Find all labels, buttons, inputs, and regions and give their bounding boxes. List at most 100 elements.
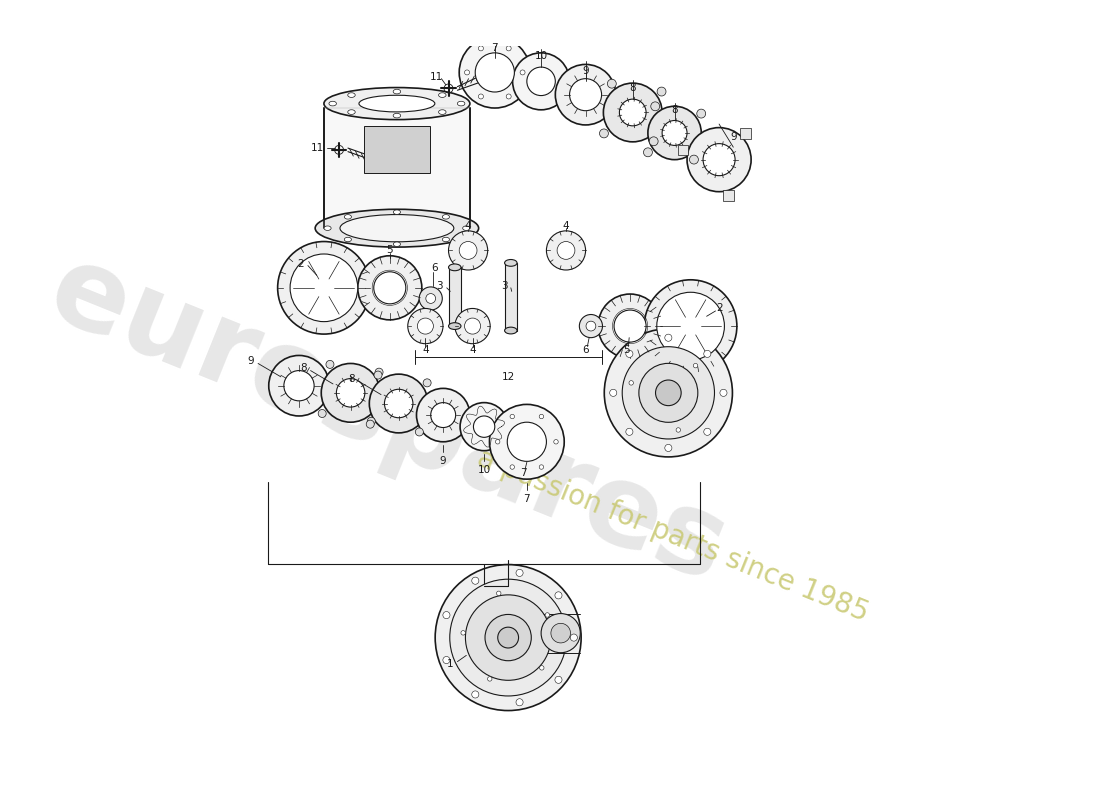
Circle shape — [419, 287, 442, 310]
Text: 3: 3 — [437, 281, 443, 291]
Circle shape — [688, 128, 751, 192]
Circle shape — [374, 272, 406, 304]
Text: 3: 3 — [502, 281, 508, 291]
Circle shape — [472, 691, 478, 698]
Circle shape — [609, 390, 617, 396]
Ellipse shape — [359, 95, 434, 112]
Ellipse shape — [348, 93, 355, 98]
Circle shape — [719, 390, 727, 396]
Ellipse shape — [394, 242, 400, 246]
Circle shape — [384, 390, 412, 418]
Circle shape — [461, 630, 465, 635]
Text: 2: 2 — [716, 303, 723, 314]
Circle shape — [374, 371, 382, 379]
Circle shape — [510, 465, 515, 470]
Circle shape — [426, 294, 436, 303]
Circle shape — [539, 465, 543, 470]
Circle shape — [326, 360, 334, 368]
Circle shape — [570, 78, 602, 110]
Circle shape — [455, 309, 491, 344]
Circle shape — [506, 46, 512, 51]
Text: 11: 11 — [310, 143, 323, 153]
Circle shape — [527, 67, 556, 95]
Circle shape — [473, 416, 495, 438]
Circle shape — [416, 428, 424, 436]
Circle shape — [450, 579, 566, 696]
Bar — [678, 145, 689, 155]
Circle shape — [459, 37, 530, 108]
Circle shape — [375, 368, 383, 376]
Circle shape — [554, 676, 562, 683]
Ellipse shape — [393, 114, 400, 118]
Circle shape — [586, 321, 596, 331]
Circle shape — [553, 439, 558, 444]
Circle shape — [664, 444, 672, 451]
Circle shape — [626, 350, 632, 358]
Circle shape — [516, 698, 524, 706]
Bar — [449, 267, 461, 326]
Circle shape — [464, 70, 470, 75]
Circle shape — [598, 294, 662, 358]
Ellipse shape — [344, 238, 351, 242]
Text: 9: 9 — [440, 456, 447, 466]
Circle shape — [337, 378, 365, 407]
Ellipse shape — [324, 226, 331, 230]
Circle shape — [704, 350, 711, 358]
Circle shape — [644, 148, 652, 157]
Circle shape — [277, 242, 371, 334]
Text: 10: 10 — [535, 51, 548, 62]
Circle shape — [648, 106, 702, 160]
Circle shape — [318, 410, 327, 418]
Bar — [364, 126, 430, 173]
Text: 11: 11 — [429, 72, 442, 82]
Circle shape — [507, 422, 547, 462]
Circle shape — [619, 99, 646, 126]
Circle shape — [431, 402, 455, 427]
Text: 5: 5 — [386, 246, 393, 255]
Ellipse shape — [541, 614, 581, 653]
Circle shape — [459, 242, 477, 259]
Circle shape — [443, 657, 450, 664]
Circle shape — [676, 428, 681, 432]
Ellipse shape — [393, 90, 400, 94]
Circle shape — [557, 242, 575, 259]
Text: 4: 4 — [563, 221, 570, 230]
Text: 4: 4 — [470, 345, 476, 355]
Circle shape — [370, 374, 428, 433]
Circle shape — [358, 256, 421, 320]
Circle shape — [478, 46, 483, 51]
Circle shape — [443, 611, 450, 618]
Circle shape — [639, 363, 697, 422]
Circle shape — [657, 292, 725, 360]
Ellipse shape — [340, 214, 454, 242]
Ellipse shape — [439, 93, 447, 98]
Circle shape — [417, 318, 433, 334]
Bar — [740, 128, 751, 138]
Ellipse shape — [505, 259, 517, 266]
Circle shape — [464, 318, 481, 334]
Circle shape — [472, 577, 478, 584]
Circle shape — [496, 591, 500, 595]
Circle shape — [570, 634, 578, 641]
Circle shape — [465, 595, 551, 680]
Circle shape — [366, 420, 374, 428]
Ellipse shape — [442, 214, 450, 219]
Circle shape — [540, 666, 544, 670]
Circle shape — [703, 144, 735, 176]
Circle shape — [460, 402, 508, 450]
Circle shape — [367, 418, 375, 426]
Circle shape — [497, 627, 518, 648]
Circle shape — [513, 53, 570, 110]
Circle shape — [520, 70, 525, 75]
Circle shape — [580, 314, 603, 338]
Circle shape — [490, 404, 564, 479]
Circle shape — [614, 310, 646, 342]
Circle shape — [510, 414, 515, 418]
Circle shape — [495, 439, 499, 444]
Circle shape — [704, 428, 711, 435]
Circle shape — [657, 87, 665, 96]
Text: a passion for parts since 1985: a passion for parts since 1985 — [473, 444, 872, 627]
Circle shape — [449, 231, 487, 270]
Ellipse shape — [449, 322, 461, 330]
Circle shape — [645, 280, 737, 372]
